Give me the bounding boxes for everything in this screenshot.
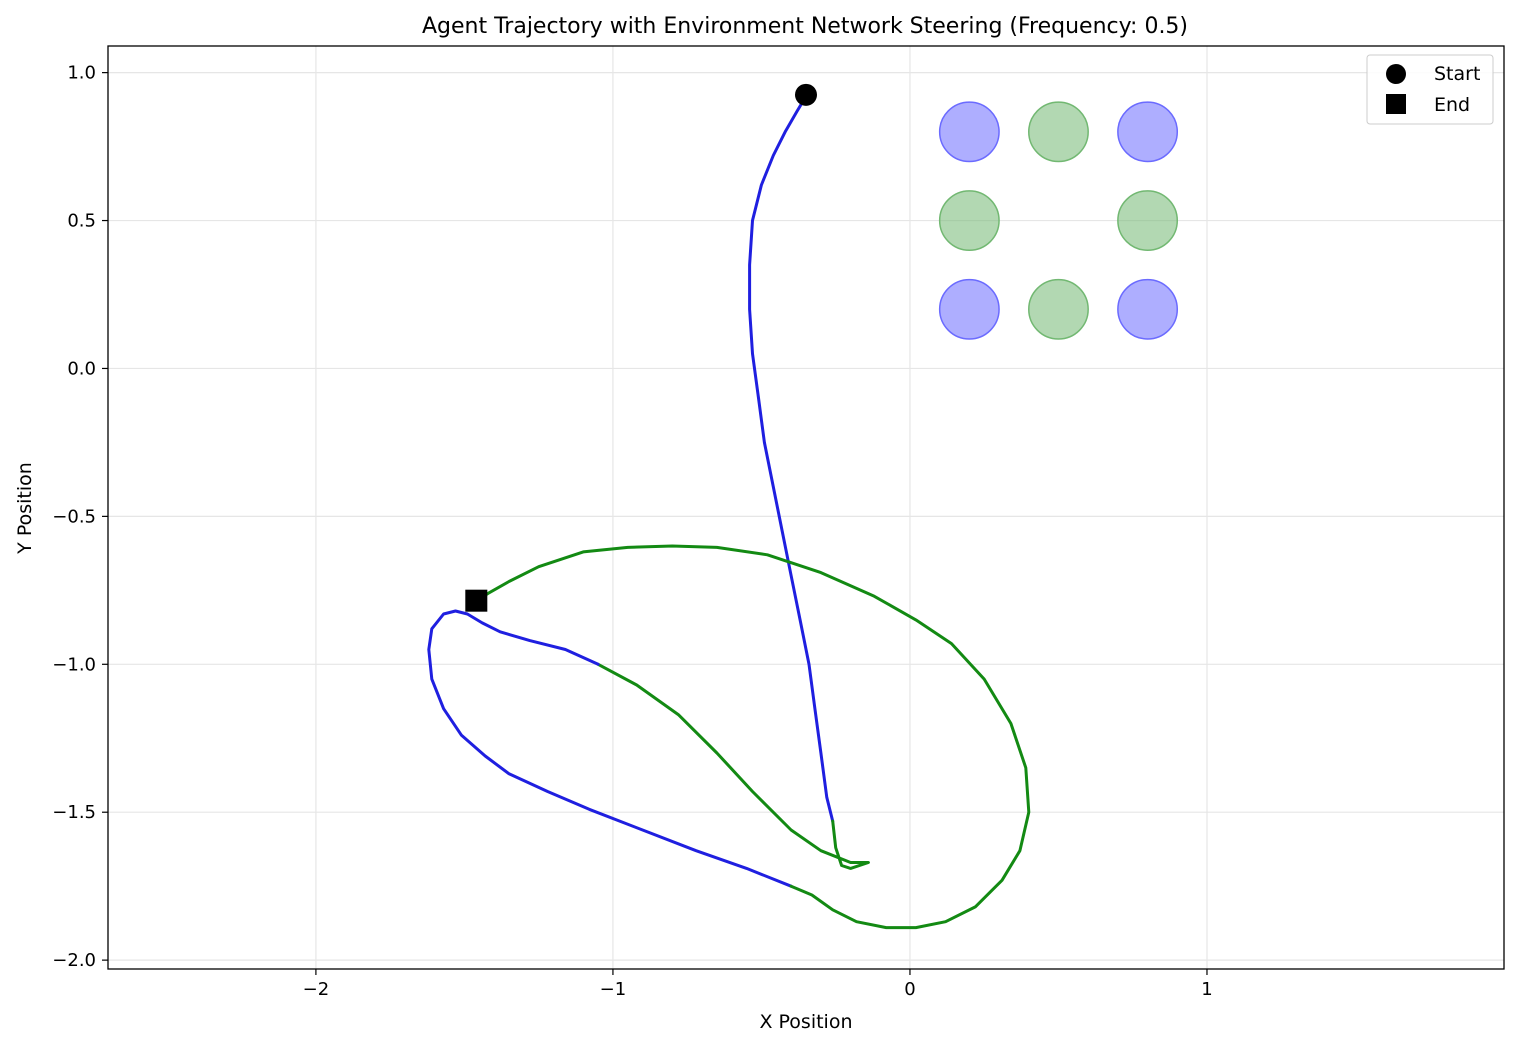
blue-environment-node — [1117, 101, 1179, 163]
y-axis-label: Y Position — [14, 462, 36, 555]
x-tick-label: −1 — [600, 979, 627, 1000]
x-tick-label: 0 — [904, 979, 915, 1000]
x-tick-label: −2 — [303, 979, 330, 1000]
axis-ticks: −2 −1 0 1 1.0 0.5 0.0 −0.5 −1.0 −1.5 −2.0 — [52, 63, 1212, 1000]
y-tick-label: 1.0 — [67, 63, 96, 84]
blue-environment-node — [1117, 278, 1179, 340]
legend-end-label: End — [1434, 94, 1470, 116]
blue-environment-node — [938, 101, 1000, 163]
legend-start-label: Start — [1434, 63, 1480, 85]
environment-nodes — [938, 101, 1179, 340]
chart-title: Agent Trajectory with Environment Networ… — [422, 14, 1188, 39]
trajectory-paths — [427, 94, 1031, 930]
blue-environment-node — [938, 278, 1000, 340]
y-tick-label: −2.0 — [52, 950, 96, 971]
y-tick-label: −1.5 — [52, 802, 96, 823]
green-trajectory-segment — [596, 662, 870, 870]
green-environment-node — [1028, 101, 1089, 163]
y-tick-label: −0.5 — [52, 506, 96, 527]
x-tick-label: 1 — [1201, 979, 1212, 1000]
end-marker — [465, 589, 488, 612]
blue-trajectory-segment — [748, 94, 835, 823]
legend: Start End — [1366, 54, 1494, 125]
grid-lines — [108, 46, 1504, 969]
y-tick-label: 0.5 — [67, 211, 96, 232]
y-tick-label: −1.0 — [52, 654, 96, 675]
blue-trajectory-segment — [427, 609, 793, 888]
legend-start-marker — [1386, 64, 1406, 84]
y-tick-label: 0.0 — [67, 358, 96, 379]
x-axis-label: X Position — [759, 1011, 852, 1033]
start-end-markers — [465, 83, 817, 612]
green-environment-node — [1117, 190, 1179, 251]
start-marker — [795, 83, 817, 106]
plot-area-frame — [107, 45, 1505, 970]
legend-end-marker — [1386, 94, 1406, 114]
green-environment-node — [1028, 278, 1089, 340]
green-trajectory-segment — [474, 544, 1031, 930]
green-environment-node — [938, 190, 1000, 251]
